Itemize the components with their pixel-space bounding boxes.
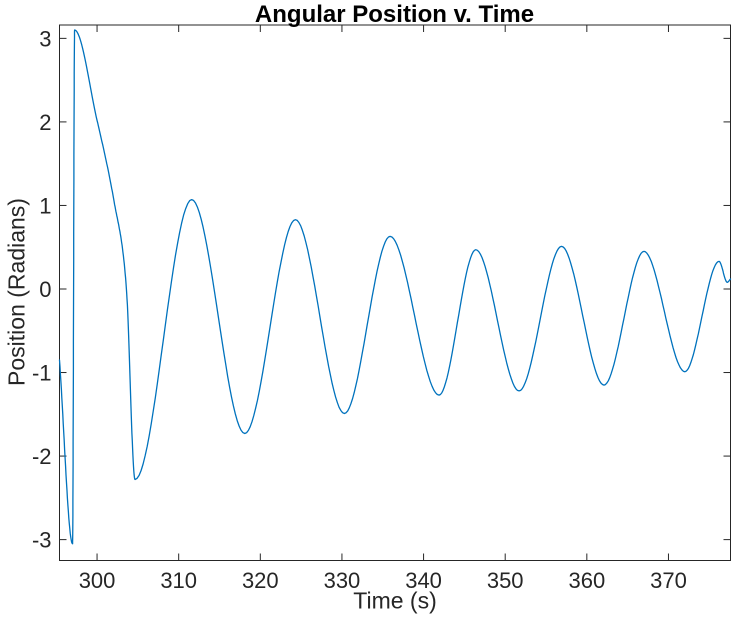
x-tick-label: 320 — [242, 568, 279, 593]
tick-marks — [59, 25, 731, 561]
y-tick-label: -3 — [32, 528, 52, 553]
y-tick-label: 2 — [39, 110, 51, 135]
tick-labels: 300 310 320 330 340 350 360 370 -3 -2 -1 0 1 2 3 — [32, 26, 687, 593]
axes-box — [59, 24, 731, 561]
y-tick-label: 3 — [39, 26, 51, 51]
x-axis-label: Time (s) — [353, 587, 437, 614]
y-tick-label: -1 — [32, 361, 52, 386]
x-tick-label: 360 — [568, 568, 605, 593]
y-tick-label: -2 — [32, 444, 52, 469]
x-tick-label: 370 — [650, 568, 687, 593]
data-line — [58, 29, 732, 545]
data-series — [58, 29, 732, 545]
x-tick-label: 300 — [79, 568, 116, 593]
y-tick-label: 0 — [39, 277, 51, 302]
x-tick-label: 350 — [487, 568, 524, 593]
y-tick-label: 1 — [39, 193, 51, 218]
x-tick-label: 330 — [324, 568, 361, 593]
y-axis-label: Position (Radians) — [3, 198, 30, 386]
x-tick-label: 340 — [405, 568, 442, 593]
chart-title: Angular Position v. Time — [254, 1, 535, 28]
x-tick-label: 310 — [160, 568, 197, 593]
